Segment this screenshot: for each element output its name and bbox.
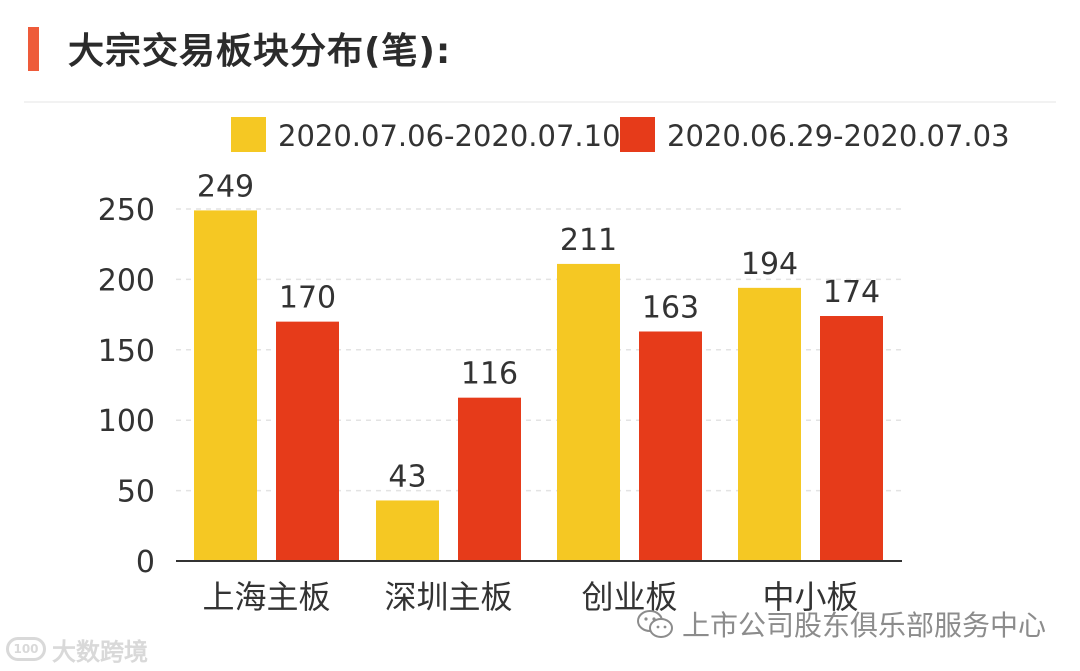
data-label: 194 [741,247,798,282]
x-tick-label: 上海主板 [202,578,330,616]
data-label: 43 [388,459,426,494]
x-tick-label: 深圳主板 [384,578,512,616]
wechat-icon [636,610,673,638]
y-tick-label: 0 [136,545,155,580]
legend-label: 2020.07.06-2020.07.10 [278,119,621,153]
bar [557,263,620,561]
bar [194,210,257,561]
x-tick-label: 创业板 [581,578,677,616]
data-label: 116 [461,357,518,392]
y-tick-label: 50 [117,475,155,510]
legend-swatch [231,117,266,152]
data-label: 174 [823,275,880,310]
bar [458,397,521,561]
legend-swatch [620,117,655,152]
y-tick-label: 150 [98,334,155,369]
chart-title: 大宗交易板块分布(笔): [68,31,452,72]
bar [639,331,702,561]
bar [738,287,801,561]
title-divider [24,101,1056,103]
bar [276,321,339,561]
data-label: 211 [560,223,617,258]
title-accent-bar [28,27,39,71]
data-label: 163 [642,290,699,325]
watermark-brand: 大数跨境 [52,637,148,666]
x-tick-label: 中小板 [762,578,858,616]
source-name: 上市公司股东俱乐部服务中心 [681,609,1046,642]
watermark-logo-icon: 100 [6,637,46,661]
y-tick-label: 100 [98,404,155,439]
y-tick-label: 250 [98,193,155,228]
bar [376,500,439,561]
legend-label: 2020.06.29-2020.07.03 [667,119,1010,153]
data-label: 170 [279,281,336,316]
y-tick-label: 200 [98,263,155,298]
bar [820,316,883,561]
source-credit: 上市公司股东俱乐部服务中心 [636,604,1046,644]
watermark: 100 大数跨境 [6,632,148,666]
data-label: 249 [197,169,254,204]
